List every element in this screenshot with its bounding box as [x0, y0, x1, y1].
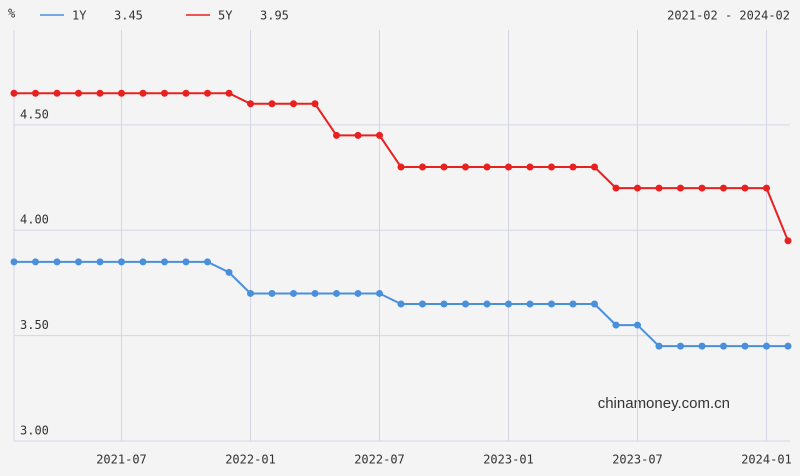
- data-point: [376, 289, 383, 297]
- y-tick-label: 3.50: [20, 318, 49, 332]
- data-point: [462, 163, 469, 171]
- data-point: [290, 289, 297, 297]
- legend-label: 5Y: [218, 9, 233, 23]
- data-point: [354, 289, 362, 297]
- date-range: 2021-02 - 2024-02: [667, 9, 790, 23]
- data-point: [333, 289, 340, 297]
- data-point: [612, 184, 620, 192]
- data-point: [462, 300, 469, 308]
- data-point: [118, 89, 125, 97]
- data-point: [204, 89, 211, 97]
- x-tick-label: 2023-07: [612, 453, 663, 467]
- data-point: [655, 342, 663, 350]
- data-point: [677, 184, 684, 192]
- y-unit: %: [8, 7, 16, 21]
- data-point: [118, 258, 125, 266]
- data-point: [53, 89, 61, 97]
- x-tick-label: 2024-01: [741, 453, 792, 467]
- data-point: [634, 184, 641, 192]
- data-point: [268, 100, 276, 108]
- data-point: [53, 258, 61, 266]
- data-point: [225, 89, 233, 97]
- data-point: [311, 289, 319, 297]
- data-point: [161, 258, 168, 266]
- data-point: [75, 258, 82, 266]
- data-point: [182, 89, 190, 97]
- data-point: [419, 163, 426, 171]
- data-point: [569, 163, 577, 171]
- data-point: [247, 289, 254, 297]
- legend-label: 1Y: [72, 9, 87, 23]
- data-point: [612, 321, 620, 329]
- y-tick-label: 4.50: [20, 107, 49, 121]
- x-tick-label: 2022-07: [354, 453, 405, 467]
- data-point: [526, 300, 534, 308]
- data-point: [10, 89, 18, 97]
- data-point: [634, 321, 641, 329]
- x-tick-label: 2022-01: [225, 453, 276, 467]
- watermark: chinamoney.com.cn: [598, 395, 730, 412]
- data-point: [139, 89, 147, 97]
- data-point: [333, 131, 340, 139]
- data-point: [440, 163, 448, 171]
- data-point: [698, 184, 706, 192]
- data-point: [32, 258, 39, 266]
- legend-value: 3.95: [260, 9, 289, 23]
- x-tick-label: 2021-07: [96, 453, 147, 467]
- data-point: [548, 300, 555, 308]
- data-point: [311, 100, 319, 108]
- data-point: [591, 163, 598, 171]
- data-point: [268, 289, 276, 297]
- data-point: [290, 100, 297, 108]
- data-point: [96, 89, 104, 97]
- data-point: [204, 258, 211, 266]
- data-point: [483, 300, 491, 308]
- data-point: [569, 300, 577, 308]
- data-point: [741, 342, 749, 350]
- x-tick-label: 2023-01: [483, 453, 534, 467]
- data-point: [763, 184, 770, 192]
- data-point: [376, 131, 383, 139]
- data-point: [784, 237, 792, 245]
- data-point: [505, 163, 512, 171]
- data-point: [397, 163, 405, 171]
- data-point: [505, 300, 512, 308]
- data-point: [741, 184, 749, 192]
- data-point: [720, 342, 727, 350]
- data-point: [419, 300, 426, 308]
- data-point: [698, 342, 706, 350]
- data-point: [526, 163, 534, 171]
- data-point: [548, 163, 555, 171]
- data-point: [247, 100, 254, 108]
- y-tick-label: 3.00: [20, 424, 49, 438]
- data-point: [161, 89, 168, 97]
- data-point: [763, 342, 770, 350]
- data-point: [225, 268, 233, 276]
- data-point: [354, 131, 362, 139]
- y-tick-label: 4.00: [20, 213, 49, 227]
- data-point: [720, 184, 727, 192]
- data-point: [655, 184, 663, 192]
- data-point: [591, 300, 598, 308]
- data-point: [182, 258, 190, 266]
- data-point: [483, 163, 491, 171]
- data-point: [10, 258, 18, 266]
- data-point: [139, 258, 147, 266]
- data-point: [397, 300, 405, 308]
- data-point: [784, 342, 792, 350]
- data-point: [677, 342, 684, 350]
- legend-value: 3.45: [114, 9, 143, 23]
- data-point: [96, 258, 104, 266]
- data-point: [440, 300, 448, 308]
- data-point: [75, 89, 82, 97]
- data-point: [32, 89, 39, 97]
